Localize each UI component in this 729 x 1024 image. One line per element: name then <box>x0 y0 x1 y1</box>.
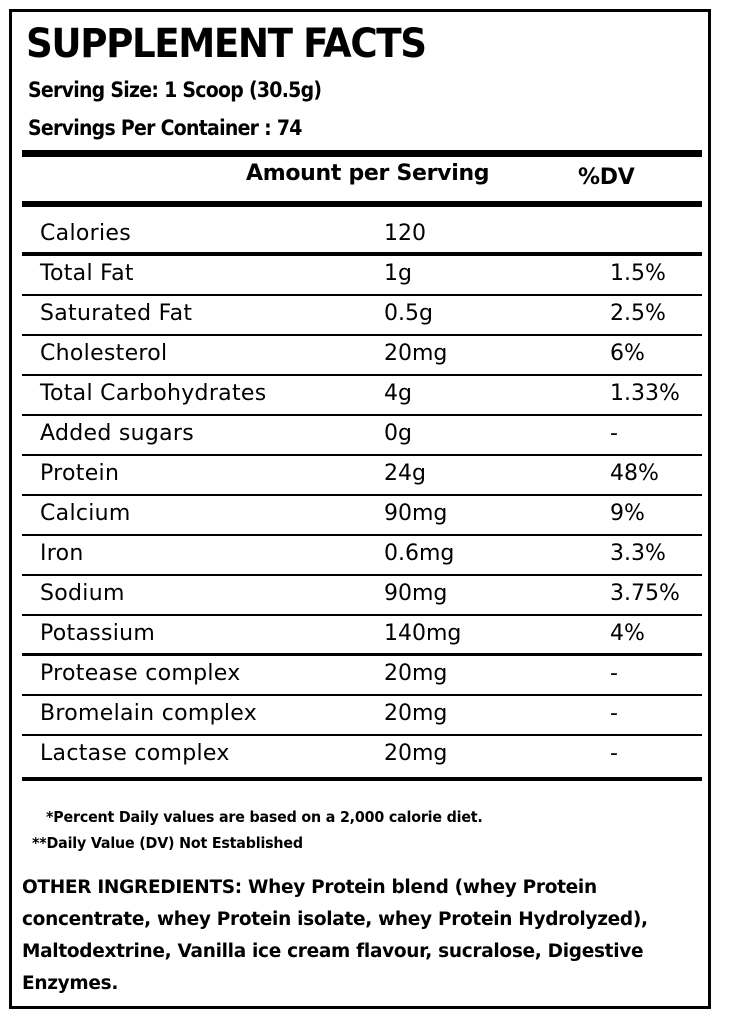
panel-title: SUPPLEMENT FACTS <box>26 21 427 67</box>
nutrient-amount: 1g <box>384 261 412 286</box>
nutrient-row: Calories 120 <box>22 216 702 256</box>
nutrient-row: Cholesterol 20mg 6% <box>22 336 702 376</box>
row-divider <box>22 694 702 696</box>
nutrient-amount: 140mg <box>384 621 462 646</box>
nutrient-name: Calories <box>40 221 131 246</box>
nutrient-name: Bromelain complex <box>40 701 258 726</box>
nutrient-table: Calories 120 Total Fat 1g 1.5% Saturated Fat 0… <box>22 216 702 776</box>
nutrient-row: Protease complex 20mg - <box>22 656 702 696</box>
nutrient-dv: 3.75% <box>610 581 680 606</box>
nutrient-dv: 2.5% <box>610 301 666 326</box>
servings-per-container: Servings Per Container : 74 <box>28 116 302 140</box>
nutrient-dv: 3.3% <box>610 541 666 566</box>
dv-column-header: %DV <box>578 165 635 190</box>
row-divider <box>22 454 702 456</box>
row-divider <box>22 334 702 336</box>
nutrient-name: Lactase complex <box>40 741 230 766</box>
nutrient-name: Saturated Fat <box>40 301 193 326</box>
nutrient-dv: - <box>610 661 618 686</box>
nutrient-row: Total Fat 1g 1.5% <box>22 256 702 296</box>
row-divider <box>22 374 702 376</box>
nutrient-amount: 20mg <box>384 741 448 766</box>
nutrient-name: Sodium <box>40 581 125 606</box>
ingredients-text: : Whey Protein blend (whey Protein conce… <box>22 877 648 994</box>
nutrient-name: Total Carbohydrates <box>40 381 267 406</box>
nutrient-row: Sodium 90mg 3.75% <box>22 576 702 616</box>
top-divider <box>22 150 702 157</box>
nutrient-amount: 90mg <box>384 501 448 526</box>
nutrient-amount: 0g <box>384 421 412 446</box>
nutrient-dv: 1.33% <box>610 381 680 406</box>
nutrient-name: Added sugars <box>40 421 195 446</box>
ingredients-label: OTHER INGREDIENTS <box>22 877 235 898</box>
row-divider <box>22 252 702 256</box>
serving-size: Serving Size: 1 Scoop (30.5g) <box>28 78 322 102</box>
nutrient-name: Cholesterol <box>40 341 168 366</box>
nutrient-row: Calcium 90mg 9% <box>22 496 702 536</box>
nutrient-name: Total Fat <box>40 261 134 286</box>
nutrient-row: Iron 0.6mg 3.3% <box>22 536 702 576</box>
row-divider <box>22 414 702 416</box>
nutrient-amount: 120 <box>384 221 426 246</box>
nutrient-dv: 6% <box>610 341 645 366</box>
nutrient-dv: - <box>610 421 618 446</box>
other-ingredients: OTHER INGREDIENTS: Whey Protein blend (w… <box>22 872 702 1000</box>
nutrient-row: Lactase complex 20mg - <box>22 736 702 776</box>
nutrient-dv: - <box>610 741 618 766</box>
nutrient-dv: 4% <box>610 621 645 646</box>
nutrient-dv: 1.5% <box>610 261 666 286</box>
row-divider <box>22 574 702 576</box>
table-bottom-divider <box>22 777 702 781</box>
header-divider <box>22 201 702 207</box>
row-divider <box>22 294 702 296</box>
nutrient-amount: 0.6mg <box>384 541 455 566</box>
nutrient-amount: 24g <box>384 461 426 486</box>
row-divider <box>22 494 702 496</box>
dv-not-established-footnote: **Daily Value (DV) Not Established <box>32 834 303 852</box>
nutrient-row: Protein 24g 48% <box>22 456 702 496</box>
row-divider <box>22 534 702 536</box>
nutrient-amount: 0.5g <box>384 301 433 326</box>
nutrient-name: Iron <box>40 541 84 566</box>
nutrient-amount: 4g <box>384 381 412 406</box>
row-divider <box>22 614 702 616</box>
nutrient-name: Calcium <box>40 501 131 526</box>
nutrient-name: Protease complex <box>40 661 241 686</box>
nutrient-amount: 20mg <box>384 341 448 366</box>
supplement-facts-panel <box>9 9 711 1009</box>
nutrient-row: Bromelain complex 20mg - <box>22 696 702 736</box>
nutrient-row: Added sugars 0g - <box>22 416 702 456</box>
nutrient-amount: 90mg <box>384 581 448 606</box>
nutrient-amount: 20mg <box>384 701 448 726</box>
nutrient-row: Saturated Fat 0.5g 2.5% <box>22 296 702 336</box>
nutrient-name: Potassium <box>40 621 156 646</box>
row-divider <box>22 734 702 736</box>
nutrient-dv: - <box>610 701 618 726</box>
amount-column-header: Amount per Serving <box>246 161 490 186</box>
nutrient-row: Potassium 140mg 4% <box>22 616 702 656</box>
nutrient-row: Total Carbohydrates 4g 1.33% <box>22 376 702 416</box>
row-divider <box>22 653 702 656</box>
nutrient-dv: 9% <box>610 501 645 526</box>
nutrient-dv: 48% <box>610 461 659 486</box>
nutrient-amount: 20mg <box>384 661 448 686</box>
percent-dv-footnote: *Percent Daily values are based on a 2,0… <box>46 808 483 826</box>
nutrient-name: Protein <box>40 461 120 486</box>
